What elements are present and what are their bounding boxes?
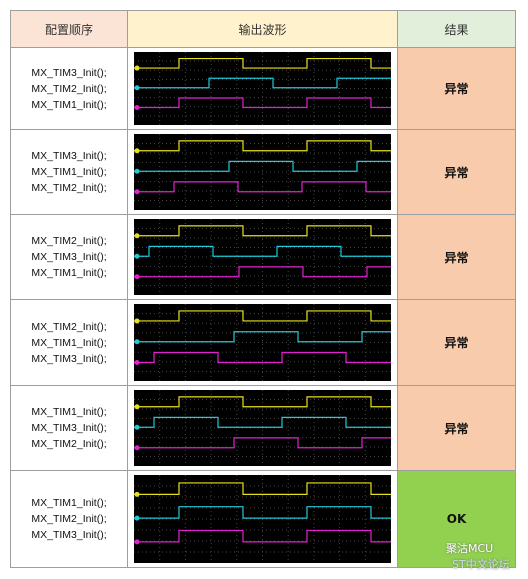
trace-marker bbox=[134, 515, 140, 521]
waveform-cell bbox=[127, 47, 398, 130]
config-line: MX_TIM1_Init(); bbox=[31, 336, 107, 349]
waveform bbox=[134, 475, 391, 563]
config-line: MX_TIM2_Init(); bbox=[31, 182, 107, 194]
config-line: MX_TIM3_Init(); bbox=[31, 251, 107, 263]
trace bbox=[134, 506, 391, 519]
header-order: 配置顺序 bbox=[10, 10, 128, 48]
config-line: MX_TIM2_Init(); bbox=[31, 235, 107, 247]
config-line: MX_TIM1_Init(); bbox=[31, 406, 107, 418]
config-line: MX_TIM2_Init(); bbox=[31, 513, 107, 525]
result-cell: 异常 bbox=[397, 385, 516, 471]
header-waveform: 输出波形 bbox=[127, 10, 398, 48]
trace bbox=[134, 181, 391, 193]
config-line: MX_TIM3_Init(); bbox=[31, 529, 107, 541]
result-cell: 异常 bbox=[397, 299, 516, 386]
trace-marker bbox=[134, 424, 140, 430]
waveform bbox=[134, 134, 391, 210]
trace-marker bbox=[134, 539, 140, 545]
result-cell: OK bbox=[397, 470, 516, 568]
trace-marker bbox=[134, 491, 140, 497]
trace bbox=[134, 97, 391, 109]
trace bbox=[134, 57, 391, 69]
trace-marker bbox=[134, 339, 140, 345]
config-line: MX_TIM1_Init(); bbox=[31, 497, 107, 509]
waveform-cell bbox=[127, 299, 398, 386]
trace-marker bbox=[134, 189, 140, 195]
config-cell: MX_TIM1_Init(); MX_TIM2_Init(); MX_TIM3_In… bbox=[10, 470, 128, 568]
config-line: MX_TIM3_Init(); bbox=[31, 352, 107, 365]
result-cell: 异常 bbox=[397, 129, 516, 215]
trace bbox=[134, 77, 391, 89]
trace bbox=[134, 160, 391, 172]
waveform bbox=[134, 52, 391, 125]
config-line: MX_TIM3_Init(); bbox=[31, 66, 107, 79]
watermark-account: 聚沽MCU bbox=[446, 542, 494, 555]
waveform bbox=[134, 304, 391, 381]
config-line: MX_TIM2_Init(); bbox=[31, 82, 107, 95]
waveform-cell bbox=[127, 385, 398, 471]
trace bbox=[134, 396, 391, 408]
config-cell: MX_TIM1_Init(); MX_TIM3_Init(); MX_TIM2_In… bbox=[10, 385, 128, 471]
trace-marker bbox=[134, 360, 140, 366]
waveform-cell bbox=[127, 470, 398, 568]
config-line: MX_TIM2_Init(); bbox=[31, 438, 107, 450]
config-line: MX_TIM3_Init(); bbox=[31, 422, 107, 434]
trace bbox=[134, 416, 391, 428]
watermark-forum: ST中文论坛 bbox=[452, 558, 510, 571]
trace-marker bbox=[134, 104, 140, 110]
config-cell: MX_TIM3_Init(); MX_TIM2_Init(); MX_TIM1_In… bbox=[10, 47, 128, 130]
trace bbox=[134, 529, 391, 543]
waveform-cell bbox=[127, 129, 398, 215]
header-result: 结果 bbox=[397, 10, 516, 48]
trace bbox=[134, 310, 391, 322]
trace-marker bbox=[134, 168, 140, 174]
config-cell: MX_TIM2_Init(); MX_TIM3_Init(); MX_TIM1_In… bbox=[10, 214, 128, 300]
trace bbox=[134, 331, 391, 343]
trace bbox=[134, 437, 391, 449]
waveform-cell bbox=[127, 214, 398, 300]
config-cell: MX_TIM2_Init(); MX_TIM1_Init(); MX_TIM3_In… bbox=[10, 299, 128, 386]
trace bbox=[134, 225, 391, 237]
trace-marker bbox=[134, 318, 140, 324]
trace-marker bbox=[134, 65, 140, 71]
trace bbox=[134, 482, 391, 495]
trace-marker bbox=[134, 85, 140, 91]
trace-marker bbox=[134, 404, 140, 410]
config-cell: MX_TIM3_Init(); MX_TIM1_Init(); MX_TIM2_In… bbox=[10, 129, 128, 215]
waveform bbox=[134, 390, 391, 466]
config-line: MX_TIM2_Init(); bbox=[31, 320, 107, 333]
config-line: MX_TIM1_Init(); bbox=[31, 267, 107, 279]
trace-marker bbox=[134, 233, 140, 239]
waveform bbox=[134, 219, 391, 295]
config-line: MX_TIM3_Init(); bbox=[31, 150, 107, 162]
trace-marker bbox=[134, 148, 140, 154]
trace bbox=[134, 351, 391, 364]
trace-marker bbox=[134, 253, 140, 259]
trace bbox=[134, 266, 391, 278]
result-cell: 异常 bbox=[397, 47, 516, 130]
trace-marker bbox=[134, 274, 140, 280]
config-line: MX_TIM1_Init(); bbox=[31, 166, 107, 178]
result-cell: 异常 bbox=[397, 214, 516, 300]
config-line: MX_TIM1_Init(); bbox=[31, 98, 107, 111]
trace-marker bbox=[134, 445, 140, 451]
trace bbox=[134, 140, 391, 152]
trace bbox=[134, 245, 391, 257]
